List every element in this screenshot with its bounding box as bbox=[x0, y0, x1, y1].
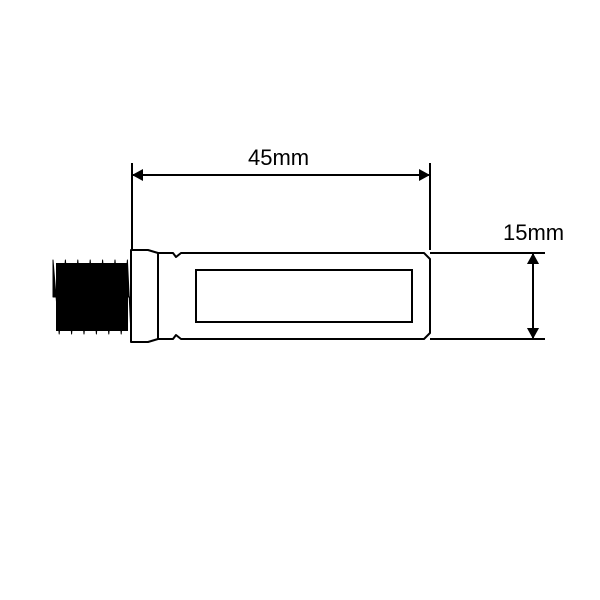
diameter-dimension-label: 15mm bbox=[503, 220, 564, 246]
drawing-svg bbox=[0, 0, 600, 600]
technical-drawing: { "type": "engineering-dimension-drawing… bbox=[0, 0, 600, 600]
length-dimension-label: 45mm bbox=[248, 145, 309, 171]
